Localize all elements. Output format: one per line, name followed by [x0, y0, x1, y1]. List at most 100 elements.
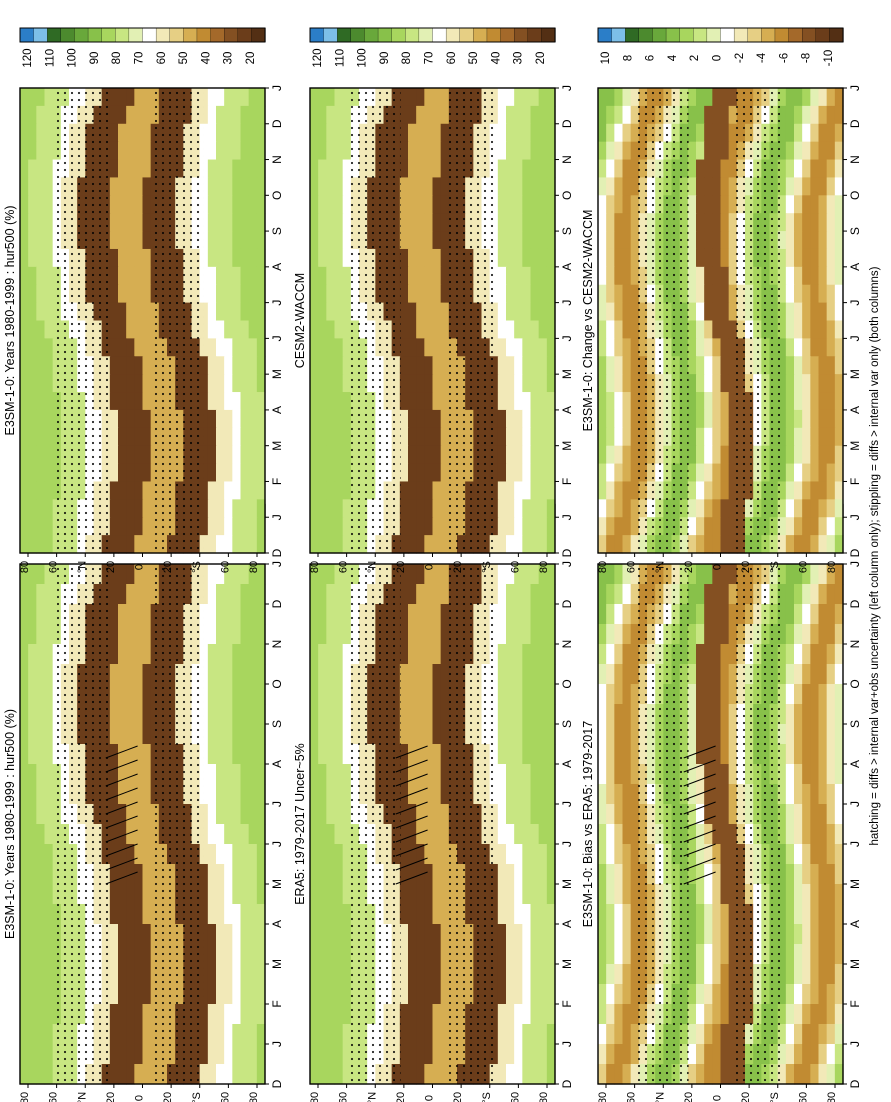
- field-cell: [424, 88, 434, 107]
- field-cell: [424, 824, 434, 845]
- field-cell: [199, 584, 209, 605]
- field-cell: [497, 284, 507, 304]
- field-cell: [530, 704, 540, 725]
- field-cell: [256, 177, 266, 196]
- field-cell: [712, 123, 722, 143]
- field-cell: [622, 105, 632, 125]
- field-cell: [497, 195, 507, 214]
- field-cell: [248, 302, 258, 322]
- field-cell: [126, 141, 135, 161]
- field-cell: [720, 213, 730, 232]
- colorbar-swatch: [350, 27, 366, 43]
- field-cell: [310, 141, 319, 161]
- field-cell: [598, 864, 607, 885]
- field-cell: [232, 884, 242, 905]
- field-cell: [326, 1064, 336, 1085]
- field-cell: [399, 427, 409, 447]
- field-cell: [334, 1044, 344, 1065]
- field-cell: [497, 704, 507, 725]
- field-cell: [794, 213, 803, 232]
- month-label: N: [270, 640, 284, 649]
- field-cell: [818, 1064, 828, 1085]
- field-cell: [704, 824, 713, 845]
- field-cell: [334, 604, 344, 625]
- field-cell: [118, 824, 127, 845]
- field-cell: [834, 1044, 844, 1065]
- field-cell: [720, 374, 730, 393]
- hatch-line: [683, 871, 716, 885]
- month-label: J: [848, 1041, 862, 1047]
- field-cell: [20, 517, 29, 536]
- field-cell: [248, 195, 258, 214]
- field-cell: [712, 195, 722, 214]
- field-cell: [310, 1064, 319, 1085]
- field-cell: [199, 88, 209, 107]
- field-cell: [207, 392, 217, 411]
- hatch-line: [105, 787, 138, 801]
- field-cell: [489, 481, 499, 500]
- field-cell: [794, 409, 803, 429]
- field-cell: [514, 535, 523, 554]
- field-cell: [199, 356, 209, 375]
- colorbar-swatch: [19, 27, 35, 43]
- field-cell: [497, 1044, 507, 1065]
- field-cell: [704, 427, 713, 447]
- field-cell: [248, 664, 258, 685]
- field-cell: [44, 499, 54, 518]
- field-cell: [514, 88, 523, 107]
- field-cell: [318, 724, 327, 745]
- field-cell: [818, 564, 828, 585]
- field-cell: [326, 213, 336, 232]
- field-cell: [506, 724, 515, 745]
- field-cell: [248, 88, 258, 107]
- field-cell: [794, 984, 803, 1005]
- field-cell: [785, 320, 795, 339]
- field-cell: [142, 744, 152, 765]
- field-cell: [704, 764, 713, 785]
- field-cell: [506, 159, 515, 179]
- field-cell: [546, 284, 556, 304]
- field-cell: [514, 499, 523, 518]
- month-label: N: [270, 155, 284, 164]
- colorbar-label: 90: [89, 52, 101, 65]
- field-cell: [777, 392, 787, 411]
- field-cell: [687, 1044, 697, 1065]
- field-cell: [232, 159, 242, 179]
- field-cell: [334, 944, 344, 965]
- field-cell: [240, 724, 250, 745]
- field-cell: [432, 105, 442, 125]
- field-cell: [334, 804, 344, 825]
- field-cell: [514, 141, 523, 161]
- field-cell: [310, 904, 319, 925]
- field-cell: [134, 517, 144, 536]
- field-cell: [248, 964, 258, 985]
- field-cell: [28, 427, 37, 447]
- field-cell: [522, 564, 532, 585]
- field-cell: [614, 684, 624, 705]
- field-cell: [118, 445, 127, 465]
- field-cell: [109, 499, 119, 518]
- field-cell: [826, 884, 836, 905]
- field-cell: [704, 302, 713, 322]
- field-cell: [408, 824, 417, 845]
- field-cell: [432, 664, 442, 685]
- field-cell: [36, 1044, 46, 1065]
- field-cell: [818, 320, 828, 339]
- field-cell: [826, 824, 836, 845]
- month-label: D: [270, 1079, 284, 1088]
- field-cell: [810, 604, 820, 625]
- field-cell: [109, 481, 119, 500]
- field-cell: [408, 924, 417, 945]
- field-cell: [334, 535, 344, 554]
- field-cell: [826, 409, 836, 429]
- field-cell: [207, 177, 217, 196]
- field-cell: [712, 984, 722, 1005]
- colorbar-label: 120: [312, 48, 324, 67]
- month-label: F: [848, 1000, 862, 1007]
- field-cell: [118, 904, 127, 925]
- field-cell: [530, 284, 540, 304]
- field-cell: [199, 764, 209, 785]
- lat-label: 80: [248, 1092, 260, 1102]
- field-cell: [497, 356, 507, 375]
- month-label: A: [560, 920, 574, 928]
